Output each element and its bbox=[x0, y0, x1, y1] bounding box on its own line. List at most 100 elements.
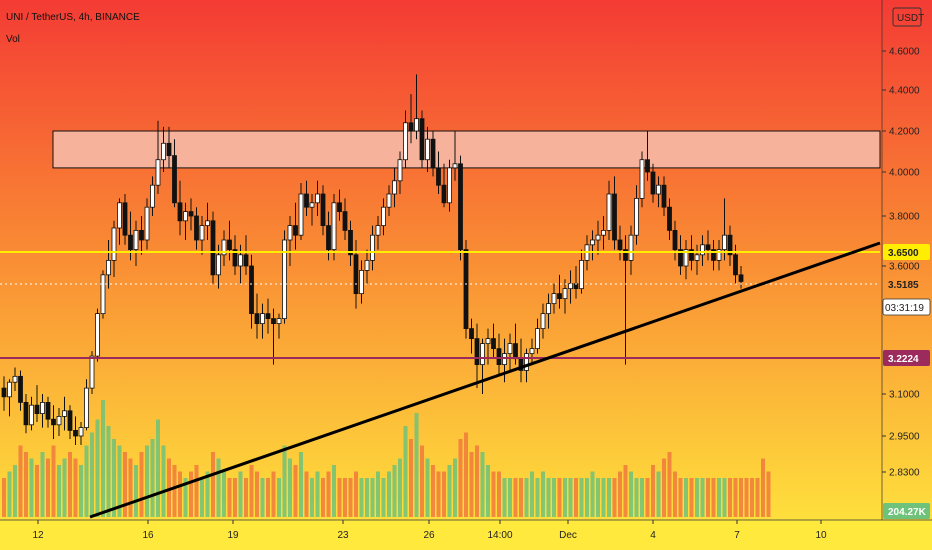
volume-bar bbox=[469, 452, 474, 517]
current-price-badge-text: 3.5185 bbox=[888, 280, 919, 291]
volume-bar bbox=[359, 478, 364, 517]
volume-bar bbox=[304, 471, 309, 517]
bear-candle bbox=[265, 313, 271, 320]
bull-candle bbox=[221, 239, 227, 256]
volume-bar bbox=[486, 465, 490, 517]
volume-bar bbox=[46, 458, 50, 517]
volume-bar bbox=[601, 478, 606, 517]
bull-candle bbox=[606, 193, 612, 231]
volume-bar bbox=[123, 452, 127, 517]
bull-candle bbox=[315, 193, 320, 204]
volume-bar bbox=[546, 478, 551, 517]
volume-bar bbox=[156, 419, 160, 517]
bear-candle bbox=[172, 155, 177, 204]
bull-candle bbox=[683, 249, 689, 267]
bull-candle bbox=[155, 159, 161, 186]
volume-bar bbox=[326, 471, 331, 517]
bear-candle bbox=[436, 167, 441, 186]
volume-bar bbox=[106, 426, 111, 517]
bull-candle bbox=[370, 234, 375, 261]
volume-bar bbox=[618, 471, 622, 517]
bear-candle bbox=[738, 274, 744, 282]
bear-candle bbox=[194, 215, 199, 241]
volume-bar bbox=[95, 419, 100, 517]
bear-candle bbox=[474, 338, 480, 365]
volume-badge-text: 204.27K bbox=[888, 507, 927, 518]
volume-bar bbox=[436, 471, 441, 517]
volume-bar bbox=[260, 478, 265, 517]
bull-candle bbox=[551, 293, 557, 305]
bull-candle bbox=[287, 225, 293, 241]
bear-candle bbox=[177, 202, 183, 222]
volume-bar bbox=[409, 439, 413, 517]
volume-bar bbox=[579, 478, 584, 517]
bear-candle bbox=[353, 254, 359, 295]
volume-bar bbox=[337, 478, 342, 517]
volume-bar bbox=[321, 478, 325, 517]
bull-candle bbox=[485, 338, 491, 345]
bull-candle bbox=[7, 381, 12, 398]
volume-bar bbox=[761, 458, 765, 517]
volume-bar bbox=[370, 478, 375, 517]
bear-candle bbox=[430, 138, 436, 169]
volume-bar bbox=[744, 478, 749, 517]
volume-bar bbox=[475, 445, 479, 517]
y-tick-label: 4.6000 bbox=[889, 47, 920, 58]
volume-bar bbox=[222, 471, 226, 517]
volume-bar bbox=[68, 452, 72, 517]
bull-candle bbox=[309, 202, 315, 208]
countdown-badge bbox=[882, 298, 931, 316]
volume-bar bbox=[2, 478, 6, 517]
bull-candle bbox=[480, 343, 485, 365]
bear-candle bbox=[672, 229, 678, 250]
volume-bar bbox=[189, 471, 193, 517]
volume-bar bbox=[18, 445, 23, 517]
bear-candle bbox=[249, 265, 254, 315]
volume-bar bbox=[348, 478, 353, 517]
bull-candle bbox=[12, 375, 18, 383]
volume-bar bbox=[557, 478, 562, 517]
bull-candle bbox=[117, 202, 122, 229]
volume-bar bbox=[172, 465, 177, 517]
volume-bar bbox=[73, 458, 78, 517]
volume-bar bbox=[392, 465, 397, 517]
bear-candle bbox=[705, 244, 711, 251]
bear-candle bbox=[73, 429, 78, 437]
volume-bar bbox=[84, 445, 89, 517]
volume-bar bbox=[623, 465, 628, 517]
volume-bar bbox=[139, 452, 144, 517]
symbol-title: UNI / TetherUS, 4h, BINANCE bbox=[6, 12, 140, 23]
bull-candle bbox=[634, 197, 639, 236]
bull-candle bbox=[546, 303, 551, 315]
volume-bar bbox=[62, 458, 67, 517]
volume-bar bbox=[442, 471, 446, 517]
bull-candle bbox=[397, 159, 403, 182]
volume-bar bbox=[453, 458, 457, 517]
volume-bar bbox=[271, 471, 276, 517]
bull-candle bbox=[579, 259, 584, 290]
volume-bar bbox=[530, 471, 534, 517]
bull-candle bbox=[540, 313, 546, 330]
volume-bar bbox=[238, 471, 243, 517]
candles bbox=[1, 74, 744, 445]
bear-candle bbox=[320, 193, 326, 227]
bull-candle bbox=[133, 229, 139, 250]
volume-bar bbox=[722, 478, 727, 517]
currency-badge bbox=[892, 7, 922, 27]
x-tick-label: 23 bbox=[337, 530, 349, 541]
bull-candle bbox=[381, 206, 386, 226]
x-tick-label: 19 bbox=[227, 530, 239, 541]
support-badge bbox=[883, 350, 930, 366]
volume-bar bbox=[101, 400, 105, 517]
volume-bar bbox=[645, 478, 650, 517]
bear-candle bbox=[232, 249, 238, 267]
bull-candle bbox=[452, 163, 458, 169]
volume-bar bbox=[150, 439, 155, 517]
x-tick-label: 12 bbox=[32, 530, 44, 541]
bear-candle bbox=[1, 387, 7, 398]
bull-candle bbox=[183, 211, 188, 222]
bull-candle bbox=[364, 259, 370, 271]
volume-bar bbox=[128, 458, 133, 517]
bear-candle bbox=[254, 313, 260, 325]
